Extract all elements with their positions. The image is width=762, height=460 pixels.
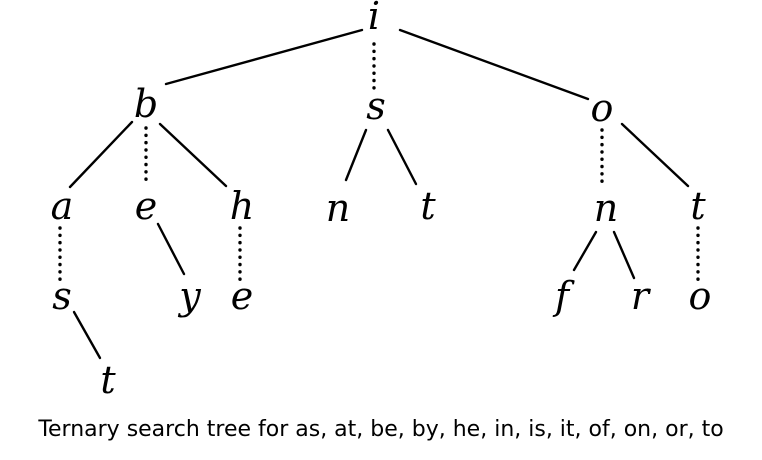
tree-node-b: b [134, 82, 158, 126]
tree-node-e_mid: e [135, 184, 158, 228]
tree-node-n_left: n [326, 186, 350, 230]
tree-node-s_mid: s [366, 84, 386, 128]
edge-s_mid-n_left-solid [344, 128, 368, 182]
tree-nodes: ib s oa e h n t n ts y e f r ot [51, 0, 712, 400]
edge-n_o-r-solid [612, 230, 636, 280]
tree-node-i_root: i [368, 0, 380, 38]
tree-node-t_leaf: t [100, 358, 116, 400]
tree-node-e_h: e [231, 274, 254, 318]
ternary-search-tree: ib s oa e h n t n ts y e f r ot [51, 0, 712, 400]
edge-s_mid-t_s-solid [386, 128, 418, 186]
figure-caption: Ternary search tree for as, at, be, by, … [38, 417, 724, 442]
tree-node-n_o: n [594, 186, 618, 230]
tree-node-r: r [631, 274, 652, 318]
edge-b-h-solid [158, 122, 228, 188]
tree-node-h: h [230, 184, 254, 228]
tree-node-a: a [51, 184, 74, 228]
tree-node-t_s: t [420, 184, 436, 228]
tree-node-o_t: o [689, 274, 712, 318]
tree-node-f: f [552, 274, 575, 318]
tree-node-s_a: s [52, 274, 72, 318]
tree-node-o_right: o [591, 86, 614, 130]
edge-i_root-o_right-solid [398, 28, 590, 101]
edge-i_root-b-solid [164, 28, 364, 86]
edge-b-a-solid [68, 120, 134, 189]
tree-node-y: y [177, 274, 201, 318]
tree-edges [58, 28, 700, 360]
tree-node-t_o: t [690, 184, 706, 228]
edge-s_a-t_leaf-solid [72, 310, 102, 360]
edge-e_mid-y-solid [156, 222, 186, 276]
edge-o_right-t_o-solid [620, 122, 690, 188]
edge-n_o-f-solid [572, 230, 598, 272]
